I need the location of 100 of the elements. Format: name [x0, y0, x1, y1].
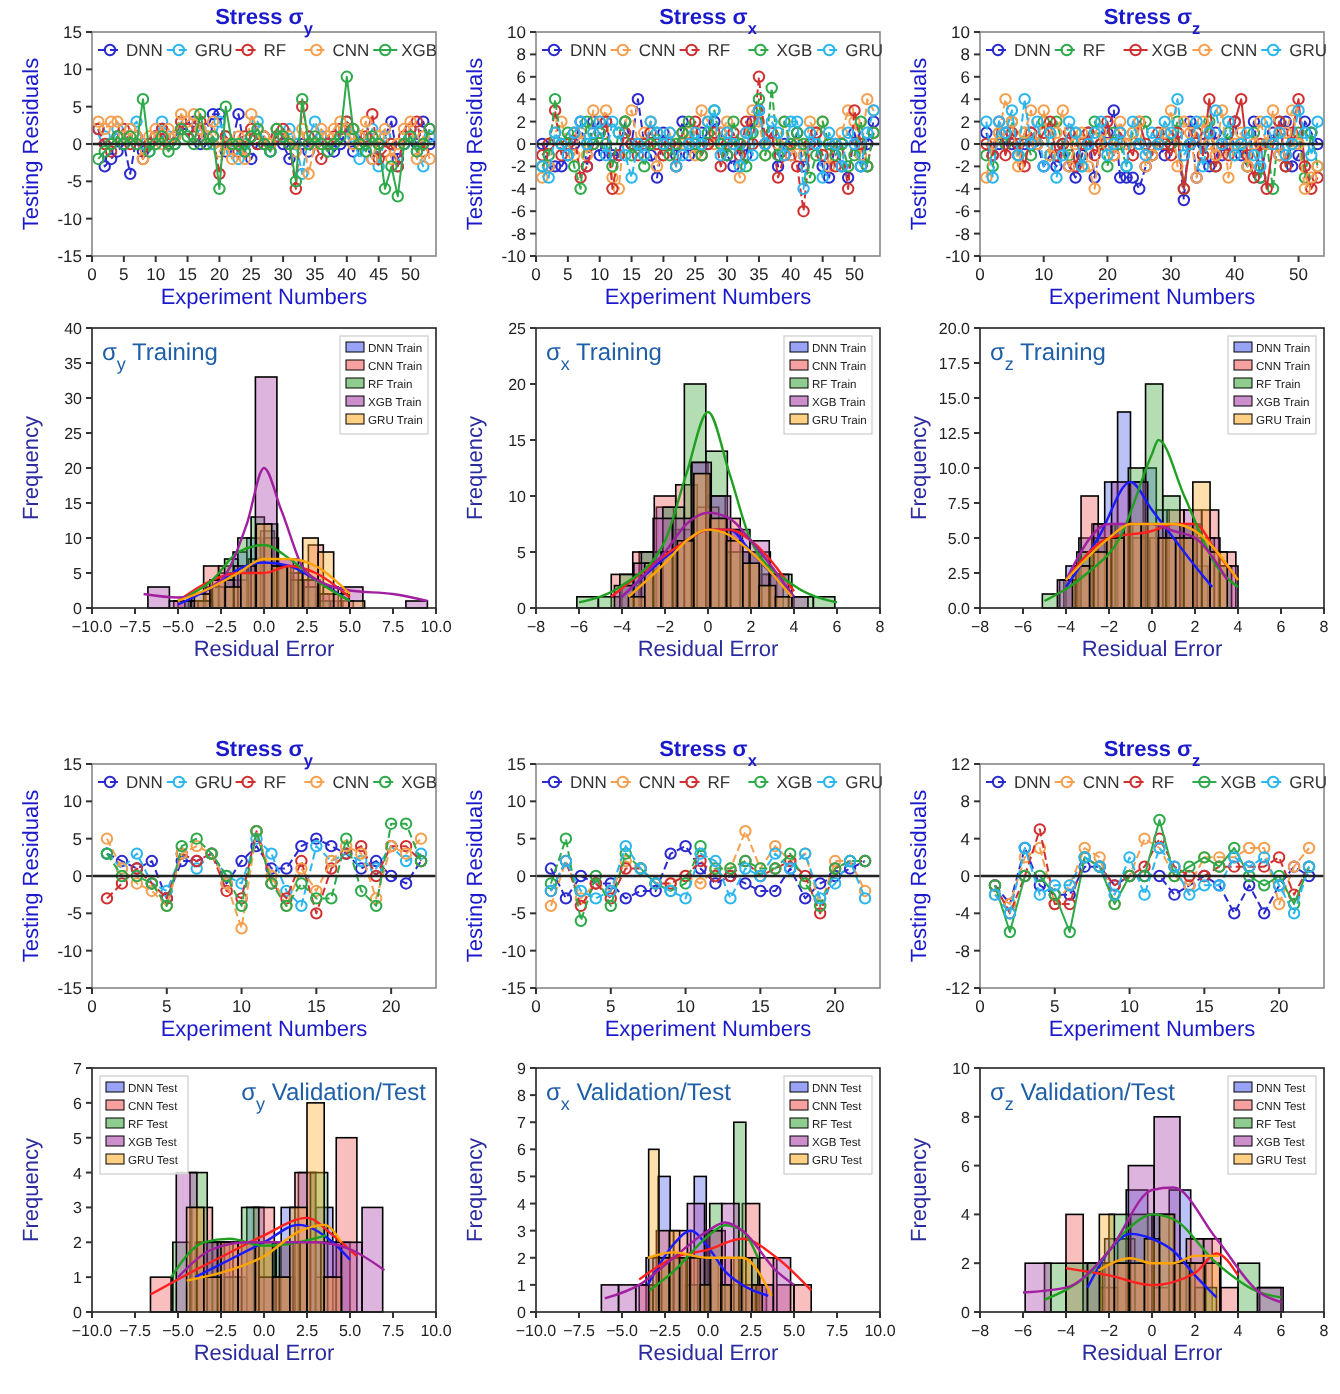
chart-title: Stress σ$_{x}$ [659, 6, 758, 37]
x-tick-label: 0 [531, 264, 542, 284]
text: σ$_{x}$ Training [546, 338, 662, 374]
x-tick-label: −5.0 [606, 1322, 639, 1340]
y-tick-label: 3 [517, 1222, 528, 1241]
x-tick-label: 2.5 [295, 618, 320, 636]
x-tick-label: 4 [1233, 618, 1244, 636]
legend-label: CNN [638, 40, 676, 60]
y-axis-title: Testing Residuals [20, 56, 44, 231]
y-tick-label: 10.0 [938, 460, 972, 478]
y-tick-label: 0 [73, 600, 84, 618]
y-tick-label: -10 [57, 940, 83, 961]
y-tick-label: 10 [952, 1060, 972, 1078]
x-axis-title: Residual Error [637, 1342, 779, 1366]
legend-label: DNN [1014, 40, 1051, 60]
y-tick-label: 5 [73, 565, 84, 583]
legend-label: CNN [332, 772, 370, 792]
x-tick-label: −2 [655, 618, 676, 636]
y-tick-label: 10 [507, 791, 527, 812]
x-tick-label: 5 [119, 264, 130, 284]
x-tick-label: 10.0 [864, 1322, 897, 1340]
y-axis-title: Testing Residuals [464, 56, 488, 231]
y-axis-title: Frequency [908, 1137, 932, 1242]
x-tick-label: 0 [703, 618, 714, 636]
y-tick-label: 4 [960, 828, 971, 849]
x-tick-label: −6 [1013, 618, 1034, 636]
legend-label: RF [1082, 40, 1106, 60]
legend-label: CNN [1082, 772, 1120, 792]
x-tick-label: −10.0 [515, 1322, 558, 1340]
y-tick-label: -10 [945, 246, 971, 266]
x-axis-title: Experiment Numbers [604, 286, 813, 310]
y-tick-label: 20 [508, 376, 528, 394]
x-tick-label: 6 [1276, 618, 1287, 636]
legend-label: DNN [126, 772, 163, 792]
y-tick-label: 20 [64, 460, 84, 478]
x-tick-label: 0 [87, 996, 98, 1016]
x-tick-label: −2 [1099, 618, 1120, 636]
y-tick-label: 9 [517, 1060, 528, 1078]
y-tick-label: 5.0 [947, 530, 972, 548]
y-tick-label: -15 [57, 246, 83, 266]
y-tick-label: 4 [73, 1164, 84, 1183]
y-tick-label: 5 [73, 1129, 84, 1148]
legend-label: GRU [1289, 772, 1327, 792]
y-tick-label: -10 [501, 940, 527, 961]
x-tick-label: −8 [970, 618, 991, 636]
y-tick-label: -10 [501, 246, 527, 266]
x-tick-label: −2.5 [649, 1322, 682, 1340]
y-tick-label: 15 [63, 22, 83, 42]
x-tick-label: −10.0 [71, 618, 114, 636]
x-tick-label: 15 [306, 996, 327, 1016]
legend-label: DNN [570, 772, 607, 792]
y-tick-label: 1 [73, 1269, 84, 1288]
y-tick-label: 6 [517, 1141, 528, 1160]
x-tick-label: 50 [1289, 264, 1309, 284]
x-tick-label: 10 [676, 996, 696, 1016]
y-tick-label: 6 [961, 1157, 972, 1176]
y-tick-label: 10 [63, 791, 83, 812]
y-tick-label: 2 [516, 111, 527, 132]
x-tick-label: −5.0 [162, 1322, 195, 1340]
y-tick-label: 0 [517, 1304, 528, 1322]
y-axis-title: Frequency [464, 1137, 488, 1242]
y-tick-label: -2 [954, 156, 971, 177]
y-axis-title: Testing Residuals [464, 788, 488, 963]
y-tick-label: -10 [57, 208, 83, 229]
y-tick-label: -4 [510, 178, 527, 199]
x-tick-label: 0.0 [696, 1322, 721, 1340]
x-axis-title: Experiment Numbers [1048, 286, 1257, 310]
y-tick-label: 12.5 [938, 425, 972, 443]
y-tick-label: 2 [961, 1255, 972, 1274]
y-tick-label: 2.5 [947, 565, 972, 583]
y-tick-label: 10 [63, 59, 83, 80]
x-tick-label: 2.5 [295, 1322, 320, 1340]
x-tick-label: 0 [87, 264, 98, 284]
y-tick-label: 4 [960, 89, 971, 110]
x-tick-label: 20 [653, 264, 674, 284]
x-tick-label: 6 [1276, 1322, 1287, 1340]
x-tick-label: −6 [569, 618, 590, 636]
x-tick-label: 45 [813, 264, 833, 284]
y-tick-label: 5 [517, 1168, 528, 1187]
x-tick-label: 0.0 [252, 1322, 277, 1340]
y-tick-label: 17.5 [938, 355, 972, 373]
x-tick-label: 5 [162, 996, 173, 1016]
x-axis-title: Residual Error [1081, 638, 1223, 662]
chart-title: Stress σ$_{y}$ [215, 738, 314, 769]
y-tick-label: -6 [954, 201, 971, 222]
x-tick-label: 5.0 [782, 1322, 807, 1340]
x-tick-label: 8 [875, 618, 886, 636]
y-tick-label: 8 [516, 44, 527, 65]
legend-label: RF [263, 40, 287, 60]
legend-label: GRU [845, 40, 883, 60]
x-tick-label: 40 [1225, 264, 1245, 284]
x-tick-label: 4 [1233, 1322, 1244, 1340]
y-tick-label: 1 [517, 1276, 528, 1295]
text: σ$_{z}$ Validation/Test [990, 1078, 1177, 1114]
x-tick-label: 50 [845, 264, 865, 284]
x-tick-label: −2.5 [205, 1322, 238, 1340]
x-tick-label: 10.0 [420, 618, 453, 636]
y-tick-label: 7 [517, 1114, 528, 1133]
y-tick-label: 7.5 [947, 495, 972, 513]
y-axis-title: Frequency [464, 415, 488, 520]
